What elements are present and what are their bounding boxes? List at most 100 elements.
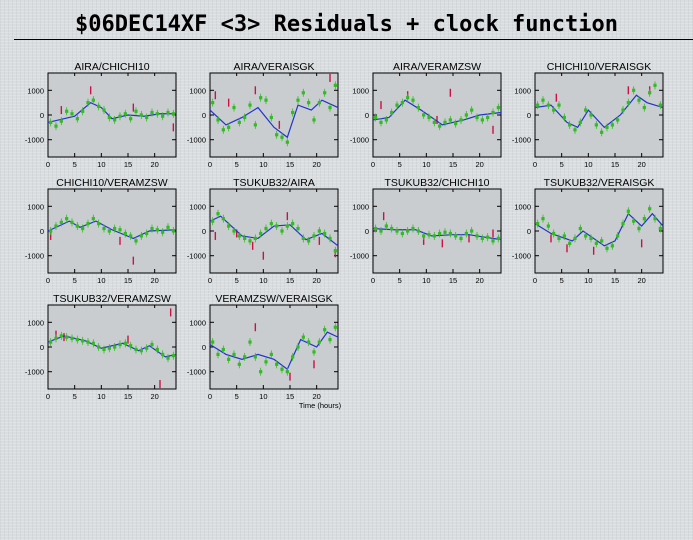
subplot-9: VERAMZSW/VERAISGK 0 5 10 15 20 -1000 0 1000 Time … bbox=[187, 293, 342, 410]
x-tick-label: 0 bbox=[208, 160, 212, 169]
x-tick-label: 0 bbox=[208, 392, 212, 401]
y-tick-label: 1000 bbox=[514, 86, 531, 95]
x-tick-label: 20 bbox=[475, 276, 483, 285]
y-tick-label: 0 bbox=[40, 227, 44, 236]
plot-frame bbox=[47, 304, 177, 390]
x-tick-label: 10 bbox=[584, 276, 592, 285]
x-tick-label: 5 bbox=[73, 160, 77, 169]
x-tick-label: 5 bbox=[73, 276, 77, 285]
x-tick-label: 15 bbox=[124, 392, 132, 401]
plot-frame bbox=[209, 72, 339, 158]
x-axis-label: Time (hours) bbox=[299, 401, 342, 410]
x-tick-label: 0 bbox=[46, 392, 50, 401]
plot-frame bbox=[534, 188, 664, 274]
y-tick-label: -1000 bbox=[187, 252, 206, 261]
x-tick-label: 20 bbox=[637, 160, 645, 169]
clock-function-line bbox=[534, 212, 664, 247]
y-tick-label: 0 bbox=[365, 227, 369, 236]
plot-frame bbox=[534, 72, 664, 158]
x-tick-label: 0 bbox=[533, 160, 537, 169]
subplot-2: AIRA/VERAMZSW 0 5 10 15 20 -1000 0 1000 bbox=[350, 61, 502, 169]
x-tick-label: 10 bbox=[97, 392, 105, 401]
plot-title: TSUKUB32/VERAMZSW bbox=[53, 293, 171, 305]
subplot-8: TSUKUB32/VERAMZSW 0 5 10 15 20 -1000 0 1000 bbox=[25, 293, 177, 401]
y-tick-label: -1000 bbox=[187, 368, 206, 377]
x-tick-label: 20 bbox=[312, 392, 320, 401]
y-tick-label: -1000 bbox=[512, 252, 531, 261]
plot-frame bbox=[209, 188, 339, 274]
x-tick-label: 10 bbox=[259, 276, 267, 285]
x-tick-label: 0 bbox=[371, 276, 375, 285]
x-tick-label: 5 bbox=[560, 276, 564, 285]
x-tick-label: 0 bbox=[208, 276, 212, 285]
x-tick-label: 5 bbox=[560, 160, 564, 169]
x-tick-label: 5 bbox=[398, 160, 402, 169]
x-tick-label: 0 bbox=[371, 160, 375, 169]
x-tick-label: 15 bbox=[449, 276, 457, 285]
y-tick-label: 0 bbox=[40, 343, 44, 352]
y-tick-label: 1000 bbox=[352, 86, 369, 95]
x-tick-label: 10 bbox=[422, 160, 430, 169]
clock-function-line bbox=[209, 99, 339, 139]
x-tick-label: 15 bbox=[611, 276, 619, 285]
x-tick-label: 20 bbox=[150, 160, 158, 169]
y-tick-label: 0 bbox=[40, 111, 44, 120]
x-tick-label: 20 bbox=[312, 160, 320, 169]
plot-title: TSUKUB32/AIRA bbox=[233, 177, 315, 189]
x-tick-label: 15 bbox=[611, 160, 619, 169]
y-tick-label: 1000 bbox=[514, 202, 531, 211]
y-tick-label: -1000 bbox=[187, 136, 206, 145]
x-tick-label: 20 bbox=[475, 160, 483, 169]
x-tick-label: 10 bbox=[422, 276, 430, 285]
y-tick-label: 0 bbox=[365, 111, 369, 120]
x-tick-label: 20 bbox=[150, 392, 158, 401]
x-tick-label: 20 bbox=[150, 276, 158, 285]
x-tick-label: 15 bbox=[449, 160, 457, 169]
x-tick-label: 15 bbox=[124, 276, 132, 285]
y-tick-label: 1000 bbox=[27, 318, 44, 327]
clock-function-line bbox=[534, 94, 664, 129]
subplot-3: CHICHI10/VERAISGK 0 5 10 15 20 -1000 0 1000 bbox=[512, 61, 664, 169]
y-tick-label: 0 bbox=[202, 343, 206, 352]
x-tick-label: 5 bbox=[235, 276, 239, 285]
y-tick-label: -1000 bbox=[512, 136, 531, 145]
y-tick-label: 1000 bbox=[189, 86, 206, 95]
x-tick-label: 10 bbox=[97, 160, 105, 169]
plot-title: CHICHI10/VERAMZSW bbox=[56, 177, 168, 189]
x-tick-label: 0 bbox=[46, 160, 50, 169]
subplot-0: AIRA/CHICHI10 0 5 10 15 20 -1000 0 1000 bbox=[25, 61, 177, 169]
subplot-4: CHICHI10/VERAMZSW 0 5 10 15 20 -1000 0 1000 bbox=[25, 177, 177, 285]
y-tick-label: 0 bbox=[202, 227, 206, 236]
plot-title: AIRA/VERAISGK bbox=[233, 61, 314, 73]
y-tick-label: -1000 bbox=[25, 368, 44, 377]
subplot-1: AIRA/VERAISGK 0 5 10 15 20 -1000 0 1000 bbox=[187, 61, 339, 169]
x-tick-label: 20 bbox=[637, 276, 645, 285]
x-tick-label: 15 bbox=[286, 160, 294, 169]
x-tick-label: 10 bbox=[259, 392, 267, 401]
x-tick-label: 15 bbox=[286, 392, 294, 401]
y-tick-label: 1000 bbox=[352, 202, 369, 211]
y-tick-label: -1000 bbox=[25, 136, 44, 145]
y-tick-label: -1000 bbox=[350, 252, 369, 261]
y-tick-label: -1000 bbox=[25, 252, 44, 261]
x-tick-label: 10 bbox=[97, 276, 105, 285]
y-tick-label: 0 bbox=[527, 227, 531, 236]
x-tick-label: 15 bbox=[124, 160, 132, 169]
plot-title: AIRA/CHICHI10 bbox=[74, 61, 149, 73]
y-tick-label: 0 bbox=[527, 111, 531, 120]
plot-title: TSUKUB32/VERAISGK bbox=[544, 177, 655, 189]
y-tick-label: 1000 bbox=[27, 202, 44, 211]
plot-title: AIRA/VERAMZSW bbox=[393, 61, 481, 73]
x-tick-label: 20 bbox=[312, 276, 320, 285]
y-tick-label: 0 bbox=[202, 111, 206, 120]
x-tick-label: 5 bbox=[235, 160, 239, 169]
x-tick-label: 0 bbox=[46, 276, 50, 285]
y-tick-label: -1000 bbox=[350, 136, 369, 145]
x-tick-label: 10 bbox=[259, 160, 267, 169]
plot-title: TSUKUB32/CHICHI10 bbox=[384, 177, 489, 189]
x-tick-label: 5 bbox=[235, 392, 239, 401]
plot-frame bbox=[209, 304, 339, 390]
x-tick-label: 5 bbox=[398, 276, 402, 285]
plot-title: CHICHI10/VERAISGK bbox=[547, 61, 651, 73]
